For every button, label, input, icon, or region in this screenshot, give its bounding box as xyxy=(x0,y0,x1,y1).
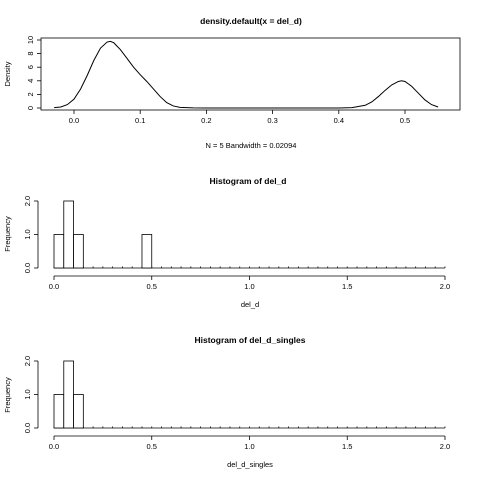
density-y-tick-label: 4 xyxy=(26,79,35,83)
density-x-tick-label: 0.2 xyxy=(201,116,211,125)
histogram-del-d-x-tick-label: 2.0 xyxy=(440,282,450,291)
histogram-del-d-singles-bar xyxy=(63,360,74,429)
density-x-tick-label: 0.1 xyxy=(135,116,145,125)
histogram-del-d-bar xyxy=(53,234,65,269)
density-x-axis: 0.0 0.1 0.2 0.3 0.4 0.5 xyxy=(69,110,410,125)
density-x-tick-label: 0.4 xyxy=(334,116,344,125)
histogram-del-d-x-axis: 0.0 0.5 1.0 1.5 2.0 xyxy=(49,275,450,291)
histogram-del-d-y-tick-label: 2.0 xyxy=(23,196,32,206)
density-panel: density.default(x = del_d) 0.0 0.1 0.2 0.3 0… xyxy=(3,16,461,150)
histogram-del-d-title: Histogram of del_d xyxy=(210,176,287,186)
histogram-del-d-singles-x-tick-label: 2.0 xyxy=(440,442,450,451)
histogram-del-d-singles-x-tick-label: 1.0 xyxy=(244,442,254,451)
histogram-del-d-singles-y-axis: 0.0 1.0 2.0 xyxy=(23,356,39,433)
density-y-tick-label: 8 xyxy=(26,52,35,56)
density-x-tick-label: 0.3 xyxy=(267,116,277,125)
histogram-del-d-y-tick-label: 0.0 xyxy=(23,263,32,273)
histogram-del-d-x-tick-label: 0.0 xyxy=(49,282,59,291)
histogram-del-d-singles-x-tick-label: 0.0 xyxy=(49,442,59,451)
histogram-del-d-panel: Histogram of del_d 0.0 0.5 1.0 1.5 2.0 0.0 1.… xyxy=(3,176,450,309)
histogram-del-d-singles-bar xyxy=(73,394,84,429)
histogram-del-d-singles-bar xyxy=(53,394,65,429)
density-y-tick-label: 6 xyxy=(26,65,35,69)
histogram-del-d-singles-y-tick-label: 0.0 xyxy=(23,423,32,433)
density-y-tick-label: 2 xyxy=(26,92,35,96)
histogram-del-d-singles-y-label: Frequency xyxy=(3,377,12,413)
density-x-tick-label: 0.5 xyxy=(400,116,410,125)
histogram-del-d-singles-x-tick-label: 1.5 xyxy=(342,442,352,451)
density-curve xyxy=(54,40,439,109)
histogram-del-d-singles-y-tick-label: 2.0 xyxy=(23,356,32,366)
histogram-del-d-x-label: del_d xyxy=(241,300,259,309)
histogram-del-d-x-tick-label: 0.5 xyxy=(147,282,157,291)
histogram-del-d-bar xyxy=(141,234,153,269)
histogram-del-d-bar xyxy=(63,200,74,269)
density-plot-box xyxy=(40,37,461,111)
histogram-del-d-singles-x-tick-label: 0.5 xyxy=(147,442,157,451)
histogram-del-d-singles-panel: Histogram of del_d_singles 0.0 0.5 1.0 1.5 2… xyxy=(3,335,450,469)
histogram-del-d-singles-y-tick-label: 1.0 xyxy=(23,389,32,399)
density-title: density.default(x = del_d) xyxy=(200,16,302,26)
histogram-del-d-singles-bars xyxy=(53,360,446,429)
density-y-axis: 0 2 4 6 8 10 xyxy=(26,36,41,110)
histogram-del-d-y-axis: 0.0 1.0 2.0 xyxy=(23,196,39,273)
histogram-del-d-singles-x-axis: 0.0 0.5 1.0 1.5 2.0 xyxy=(49,435,450,451)
histogram-del-d-bars xyxy=(53,200,446,269)
histogram-del-d-singles-x-label: del_d_singles xyxy=(227,460,273,469)
density-x-label: N = 5 Bandwidth = 0.02094 xyxy=(206,141,297,150)
density-x-tick-label: 0.0 xyxy=(69,116,79,125)
density-y-tick-label: 0 xyxy=(26,106,35,110)
histogram-del-d-singles-title: Histogram of del_d_singles xyxy=(195,335,306,345)
histogram-del-d-y-label: Frequency xyxy=(3,216,12,252)
histogram-del-d-x-tick-label: 1.5 xyxy=(342,282,352,291)
histogram-del-d-bar xyxy=(73,234,84,269)
density-y-label: Density xyxy=(3,61,12,86)
density-y-tick-label: 10 xyxy=(26,36,35,44)
histogram-del-d-x-tick-label: 1.0 xyxy=(244,282,254,291)
histogram-del-d-y-tick-label: 1.0 xyxy=(23,229,32,239)
